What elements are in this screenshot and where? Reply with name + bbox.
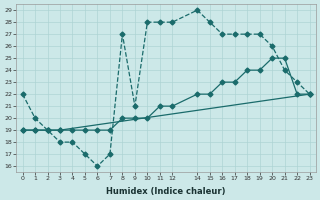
X-axis label: Humidex (Indice chaleur): Humidex (Indice chaleur) [106, 187, 226, 196]
